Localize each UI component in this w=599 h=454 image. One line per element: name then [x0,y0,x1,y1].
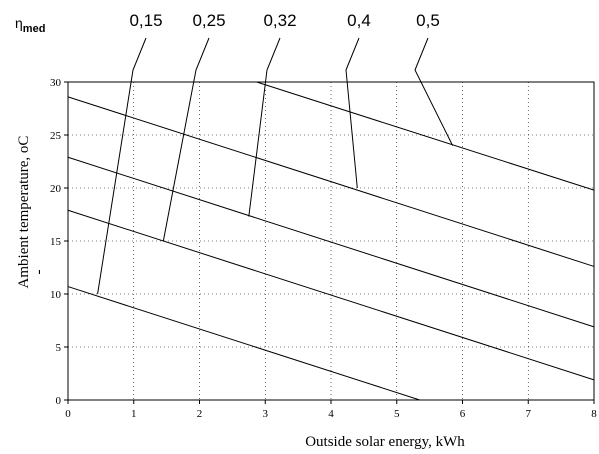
x-tick-label: 0 [65,408,71,420]
series-label: 0,5 [416,11,440,30]
x-tick-label: 1 [131,408,137,420]
series-line [67,209,595,381]
series-label: 0,15 [129,11,162,30]
series-leader-line [162,37,210,242]
y-axis-label-text: Ambient temperature, [16,153,32,288]
series-line [67,286,420,401]
y-tick-label: 15 [50,236,62,248]
grid-lines [68,82,594,400]
series-line [67,96,595,267]
series-label: 0,25 [192,11,225,30]
tick-labels: 0 1 2 3 4 5 6 7 8 0 5 10 15 20 25 30 [50,77,597,420]
y-axis-label-extra: - [31,270,47,275]
series-label: 0,4 [347,11,371,30]
series-lines [67,81,595,401]
leader-lines [97,37,454,295]
x-tick-label: 2 [197,408,203,420]
legend-title-subscript: med [23,23,46,35]
legend-title: ηmed [15,15,45,35]
y-tick-label: 30 [50,77,62,89]
series-leader-line [97,37,147,295]
x-tick-label: 4 [328,408,334,420]
x-tick-label: 8 [591,408,597,420]
y-tick-label: 5 [56,342,62,354]
legend-title-symbol: η [15,15,23,31]
series-line [256,81,595,191]
y-tick-label: 0 [56,395,62,407]
axis-ticks [64,81,595,404]
y-tick-label: 25 [50,130,62,142]
y-axis-label-unit: oC [16,136,32,154]
y-axis-label: Ambient temperature, oC [16,136,32,289]
y-tick-label: 20 [50,183,62,195]
x-tick-label: 5 [394,408,400,420]
x-tick-label: 3 [263,408,269,420]
x-tick-label: 6 [460,408,466,420]
series-leader-line [248,37,281,217]
series-labels: 0,15 0,25 0,32 0,4 0,5 [129,11,439,30]
series-leader-line [414,37,454,146]
y-tick-label: 10 [50,289,62,301]
x-axis-label: Outside solar energy, kWh [305,434,465,450]
series-leader-line [345,37,360,189]
series-label: 0,32 [263,11,296,30]
x-tick-label: 7 [526,408,532,420]
series-line [67,156,595,328]
